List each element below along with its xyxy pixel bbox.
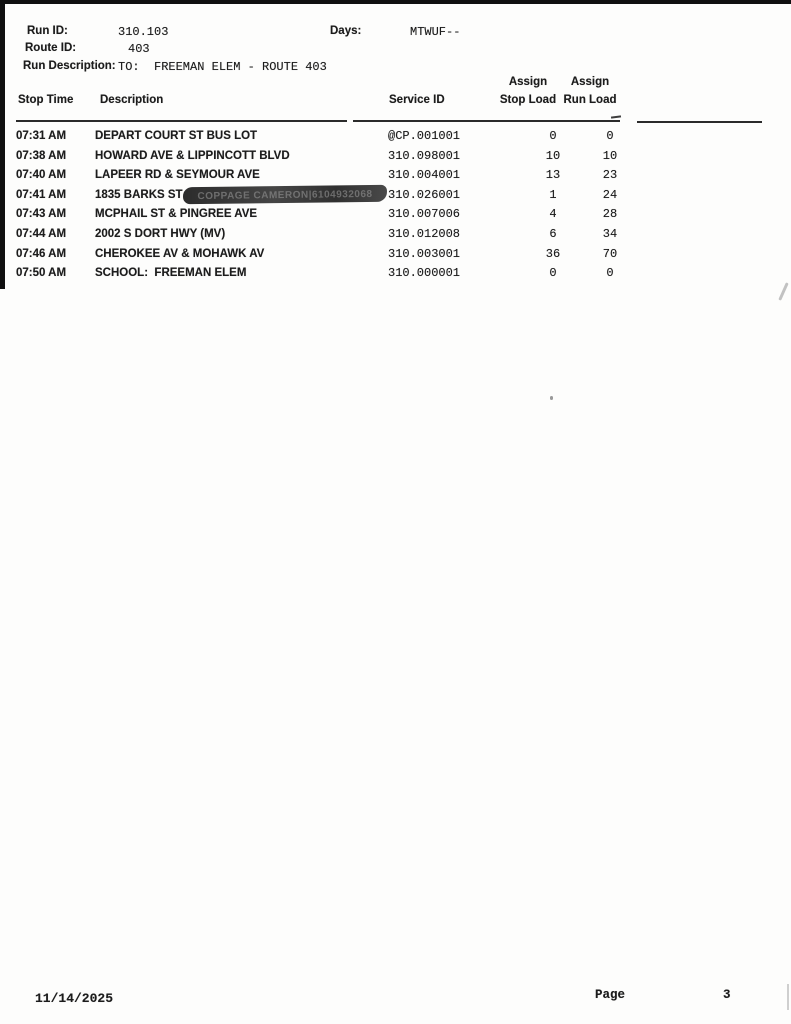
service-id-cell: @CP.001001 bbox=[388, 129, 461, 143]
table-row: 07:40 AM LAPEER RD & SEYMOUR AVE 310.004… bbox=[0, 166, 791, 186]
run-load-cell: 0 bbox=[606, 129, 614, 143]
description-cell: 1835 BARKS ST bbox=[95, 188, 183, 201]
days-value: MTWUF-- bbox=[410, 25, 461, 39]
service-id-cell: 310.098001 bbox=[388, 148, 461, 163]
scan-artifact bbox=[610, 115, 622, 119]
service-id-cell: 310.026001 bbox=[388, 187, 461, 202]
stop-load-cell: 1 bbox=[549, 187, 557, 202]
stop-time-cell: 07:46 AM bbox=[16, 247, 67, 260]
run-load-header: Run Load bbox=[563, 94, 617, 106]
run-load-cell: 28 bbox=[602, 207, 618, 222]
description-cell: SCHOOL: FREEMAN ELEM bbox=[95, 267, 247, 280]
run-load-cell: 23 bbox=[602, 168, 618, 183]
footer-page-number: 3 bbox=[723, 988, 731, 1002]
run-load-cell: 24 bbox=[602, 187, 618, 202]
stop-load-cell: 13 bbox=[545, 168, 561, 183]
stop-time-cell: 07:40 AM bbox=[16, 169, 67, 182]
service-id-header: Service ID bbox=[389, 94, 445, 106]
stop-time-cell: 07:38 AM bbox=[16, 149, 67, 162]
stops-table-body: 07:31 AM DEPART COURT ST BUS LOT @CP.001… bbox=[0, 127, 791, 284]
run-load-cell: 10 bbox=[602, 148, 618, 163]
stop-time-cell: 07:50 AM bbox=[16, 267, 67, 280]
stop-load-cell: 10 bbox=[545, 148, 561, 163]
stop-load-header: Stop Load bbox=[499, 94, 557, 106]
stop-time-cell: 07:44 AM bbox=[16, 227, 67, 240]
stop-load-cell: 36 bbox=[545, 246, 561, 261]
scan-edge-top bbox=[0, 0, 791, 4]
route-id-value: 403 bbox=[128, 42, 150, 56]
assign-stop-header: Assign bbox=[508, 76, 548, 88]
table-row: 07:41 AM 1835 BARKS ST COPPAGE CAMERON|6… bbox=[0, 184, 791, 206]
service-id-cell: 310.004001 bbox=[388, 168, 461, 183]
run-description-label: Run Description: bbox=[23, 60, 116, 72]
stop-load-cell: 6 bbox=[549, 226, 557, 241]
header-rule bbox=[353, 120, 620, 122]
description-header: Description bbox=[100, 94, 164, 106]
table-row: 07:46 AM CHEROKEE AV & MOHAWK AV 310.003… bbox=[0, 245, 791, 265]
scan-artifact bbox=[778, 282, 789, 301]
header-rule bbox=[16, 120, 347, 122]
run-load-cell: 70 bbox=[602, 246, 618, 261]
description-cell: DEPART COURT ST BUS LOT bbox=[95, 130, 258, 142]
days-label: Days: bbox=[330, 25, 362, 37]
run-load-cell: 34 bbox=[602, 226, 618, 241]
stop-time-cell: 07:41 AM bbox=[16, 188, 67, 201]
scan-artifact bbox=[550, 396, 553, 400]
description-cell: CHEROKEE AV & MOHAWK AV bbox=[95, 247, 265, 260]
table-row: 07:38 AM HOWARD AVE & LIPPINCOTT BLVD 31… bbox=[0, 147, 791, 167]
description-cell: LAPEER RD & SEYMOUR AVE bbox=[95, 169, 260, 182]
run-id-label: Run ID: bbox=[27, 25, 68, 37]
service-id-cell: 310.000001 bbox=[388, 266, 461, 281]
run-description-value: TO: FREEMAN ELEM - ROUTE 403 bbox=[118, 60, 327, 74]
route-id-label: Route ID: bbox=[25, 42, 77, 54]
redaction-mark: COPPAGE CAMERON|6104932068 bbox=[182, 184, 388, 205]
service-id-cell: 310.007006 bbox=[388, 207, 461, 222]
table-row: 07:50 AM SCHOOL: FREEMAN ELEM 310.000001… bbox=[0, 264, 791, 284]
scan-artifact bbox=[787, 984, 789, 1010]
run-id-value: 310.103 bbox=[118, 25, 169, 39]
stop-time-header: Stop Time bbox=[18, 94, 74, 106]
header-rule bbox=[637, 121, 762, 123]
description-cell: MCPHAIL ST & PINGREE AVE bbox=[95, 208, 258, 221]
redacted-text: COPPAGE CAMERON|6104932068 bbox=[197, 188, 373, 202]
footer-date: 11/14/2025 bbox=[35, 991, 114, 1006]
description-cell: HOWARD AVE & LIPPINCOTT BLVD bbox=[95, 149, 290, 162]
stop-time-cell: 07:43 AM bbox=[16, 208, 67, 221]
table-row: 07:44 AM 2002 S DORT HWY (MV) 310.012008… bbox=[0, 225, 791, 245]
table-row: 07:31 AM DEPART COURT ST BUS LOT @CP.001… bbox=[0, 127, 791, 147]
service-id-cell: 310.012008 bbox=[388, 226, 461, 241]
service-id-cell: 310.003001 bbox=[388, 246, 461, 261]
table-row: 07:43 AM MCPHAIL ST & PINGREE AVE 310.00… bbox=[0, 205, 791, 225]
stop-load-cell: 0 bbox=[549, 129, 557, 143]
footer-page-label: Page bbox=[595, 988, 626, 1002]
assign-run-header: Assign bbox=[570, 76, 610, 88]
stop-load-cell: 4 bbox=[549, 207, 557, 222]
scan-edge-left bbox=[0, 0, 5, 289]
stop-time-cell: 07:31 AM bbox=[16, 130, 67, 142]
run-load-cell: 0 bbox=[606, 266, 614, 281]
stop-load-cell: 0 bbox=[549, 266, 557, 281]
description-cell: 2002 S DORT HWY (MV) bbox=[95, 227, 226, 240]
